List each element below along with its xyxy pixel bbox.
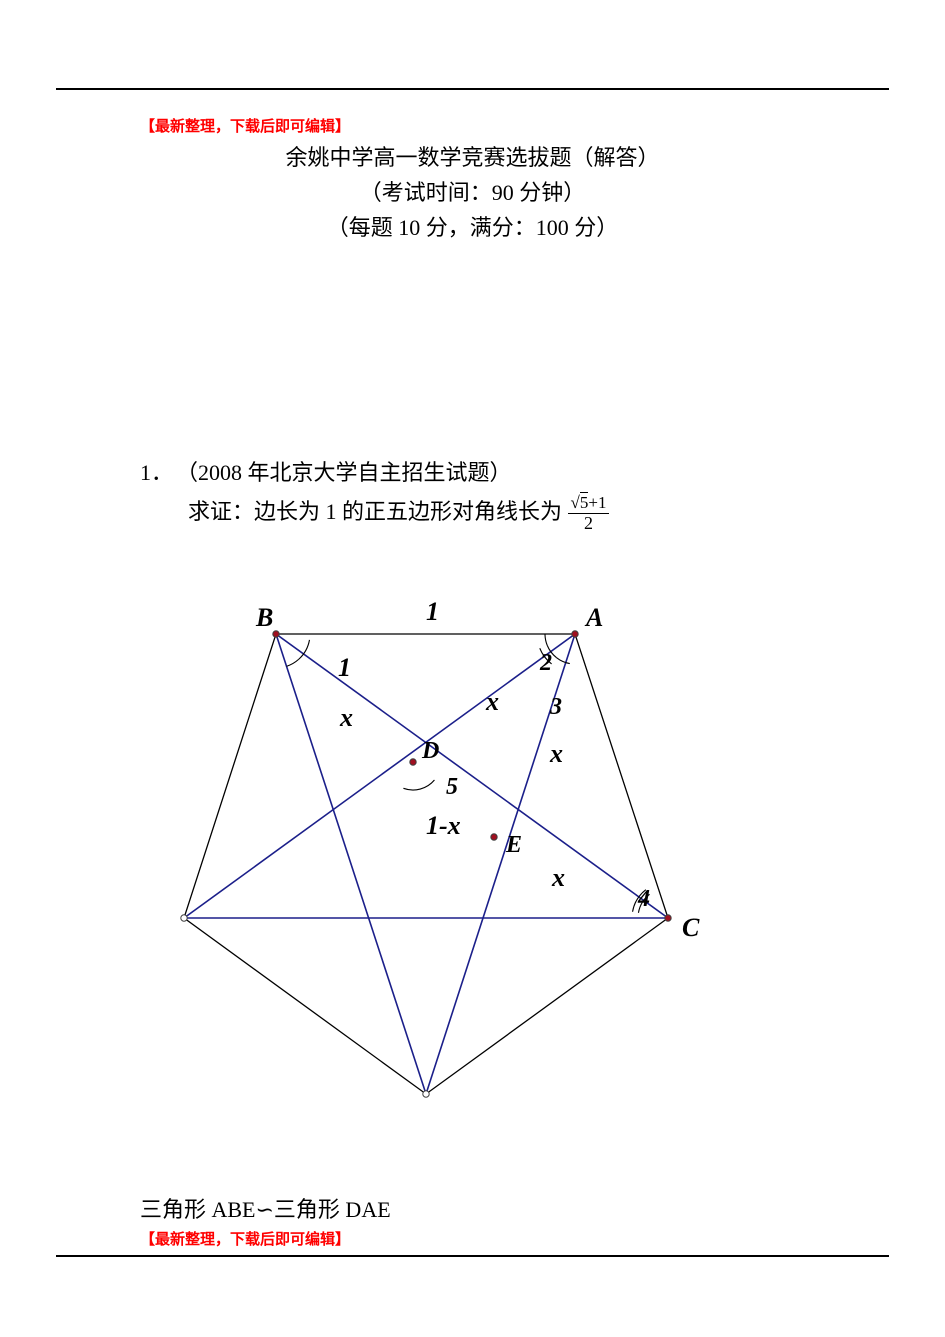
top-red-note: 【最新整理，下载后即可编辑】 — [140, 115, 350, 136]
bottom-rule — [56, 1255, 889, 1257]
frac-plus-one: +1 — [588, 493, 606, 512]
doc-title-line3: （每题 10 分，满分：100 分） — [0, 210, 945, 242]
svg-text:A: A — [584, 603, 603, 632]
svg-text:D: D — [421, 738, 439, 764]
svg-text:1-x: 1-x — [426, 811, 461, 840]
svg-text:E: E — [505, 832, 522, 858]
svg-text:B: B — [255, 603, 273, 632]
bottom-red-note: 【最新整理，下载后即可编辑】 — [140, 1228, 350, 1249]
svg-text:5: 5 — [446, 774, 458, 800]
svg-text:x: x — [339, 703, 353, 732]
pentagon-diagram: B A C D E 1 1 x x 2 3 x 5 1-x x 4 — [130, 590, 770, 1150]
page: 【最新整理，下载后即可编辑】 余姚中学高一数学竞赛选拔题（解答） （考试时间：9… — [0, 0, 945, 1337]
diagonal-length-fraction: √5+1 2 — [568, 494, 610, 533]
svg-text:x: x — [551, 863, 565, 892]
svg-text:C: C — [682, 913, 700, 942]
svg-text:1: 1 — [338, 653, 351, 682]
svg-text:3: 3 — [549, 694, 562, 720]
top-rule — [56, 88, 889, 90]
svg-text:x: x — [485, 687, 499, 716]
question-stem-text: 求证：边长为 1 的正五边形对角线长为 — [188, 499, 568, 524]
frac-denominator: 2 — [568, 514, 610, 534]
doc-title-line2: （考试时间：90 分钟） — [0, 175, 945, 207]
svg-text:x: x — [549, 739, 563, 768]
pentagon-svg: B A C D E 1 1 x x 2 3 x 5 1-x x 4 — [130, 590, 770, 1150]
question-stem: 求证：边长为 1 的正五边形对角线长为 √5+1 2 — [188, 494, 609, 534]
question-number: 1． — [140, 455, 173, 487]
svg-text:4: 4 — [637, 886, 650, 912]
doc-title-line1: 余姚中学高一数学竞赛选拔题（解答） — [0, 140, 945, 172]
svg-text:2: 2 — [539, 650, 552, 676]
answer-similar-triangles: 三角形 ABE∽三角形 DAE — [140, 1192, 391, 1224]
svg-text:1: 1 — [426, 597, 439, 626]
question-source: （2008 年北京大学自主招生试题） — [176, 455, 512, 487]
